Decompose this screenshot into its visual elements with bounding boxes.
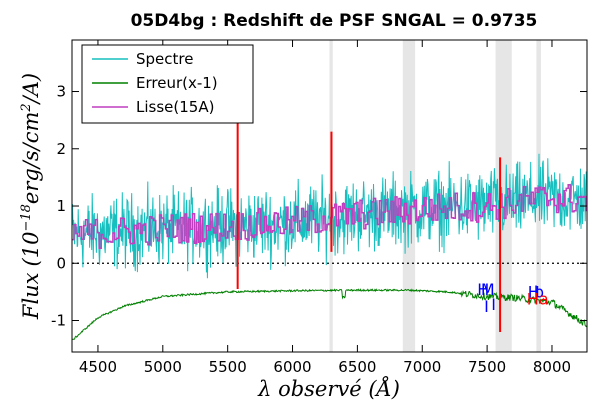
x-tick-label-0: 4500	[79, 358, 117, 376]
shaded-band-1	[402, 40, 416, 352]
line-id-2: I	[491, 295, 496, 314]
y-tick-label-4: 3	[56, 83, 66, 101]
y-axis-label-exponent: −18	[19, 204, 34, 231]
y-axis-label-paren: (10	[19, 232, 43, 267]
chart-title: 05D4bg : Redshift de PSF SNGAL = 0.9735	[131, 11, 538, 31]
x-tick-label-4: 6500	[338, 358, 376, 376]
x-axis-ticks: 4500 5000 5500 6000 6500 7000 7500 8000	[79, 40, 571, 376]
y-tick-label-1: 0	[56, 254, 66, 272]
legend-box	[81, 44, 254, 124]
y-axis-label: Flux (10−18erg/s/cm2/A)	[19, 73, 43, 320]
y-axis-ticks: -1 0 1 2 3	[51, 83, 587, 330]
legend-label-erreur: Erreur(x-1)	[136, 74, 218, 92]
y-tick-label-3: 2	[56, 140, 66, 158]
y-axis-label-tail: /A)	[19, 73, 43, 105]
series-lisse	[72, 183, 587, 249]
line-id-3: M	[481, 280, 495, 299]
legend-label-spectre: Spectre	[136, 50, 193, 68]
x-tick-label-6: 7500	[468, 358, 506, 376]
line-id-0: H	[477, 280, 489, 299]
line-id-4: H	[528, 283, 540, 302]
x-tick-label-2: 5500	[209, 358, 247, 376]
y-axis-label-prefix: Flux	[19, 272, 43, 320]
plot-frame	[71, 39, 588, 353]
red-emission-lines	[236, 114, 502, 332]
x-tick-label-1: 5000	[144, 358, 182, 376]
line-id-5: b	[534, 283, 544, 302]
y-tick-label-2: 1	[56, 197, 66, 215]
line-id-1: I	[484, 297, 489, 316]
legend-label-lisse: Lisse(15A)	[136, 98, 214, 116]
x-tick-label-3: 6000	[273, 358, 311, 376]
x-tick-label-7: 8000	[533, 358, 571, 376]
line-id-6: Ha	[527, 289, 549, 308]
x-axis-label: λ observé (Å)	[257, 376, 400, 400]
y-axis-label-exponent-2: 2	[19, 103, 34, 112]
series-erreur	[72, 288, 587, 341]
y-tick-label-0: -1	[51, 312, 66, 330]
x-tick-label-5: 7000	[403, 358, 441, 376]
legend: Spectre Erreur(x-1) Lisse(15A)	[81, 44, 254, 124]
y-axis-label-units: erg/s/cm	[19, 112, 43, 205]
